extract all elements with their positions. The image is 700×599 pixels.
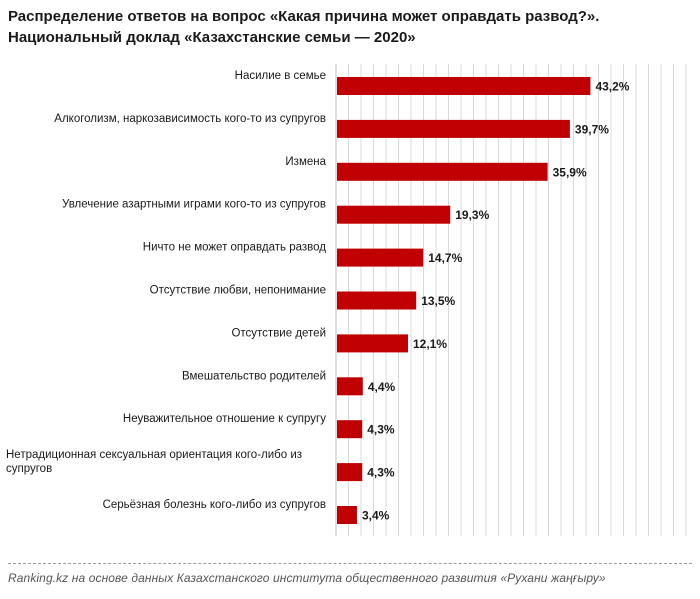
category-label: Насилие в семье [235,70,326,82]
bar [337,77,591,95]
category-label-line: Отсутствие любви, непонимание [150,285,326,297]
bar-value-label: 4,4% [368,380,396,394]
category-label-line: Отсутствие детей [231,327,326,339]
bar [337,506,357,524]
bar [337,334,408,353]
category-label: Отсутствие детей [231,327,326,339]
bar [337,119,570,138]
chart-title-block: Распределение ответов на вопрос «Какая п… [8,6,698,48]
category-label-line: Измена [285,156,326,168]
category-label: Неуважительное отношение к супругу [123,413,326,425]
bar-value-label: 3,4% [362,509,390,523]
category-label-line: Ничто не может оправдать развод [143,242,326,254]
bar-value-label: 19,3% [455,208,489,222]
category-label: Серьёзная болезнь кого-либо из супругов [103,499,326,511]
category-label-line: Нетрадиционная сексуальная ориентация ко… [6,449,302,461]
footer-divider [8,563,692,564]
category-label-line: Неуважительное отношение к супругу [123,413,326,425]
bar-value-label: 39,7% [575,122,609,136]
grid-layer [335,64,687,536]
category-label: Нетрадиционная сексуальная ориентация ко… [6,449,302,475]
bar-value-label: 12,1% [413,337,447,351]
category-label-line: Насилие в семье [235,70,326,82]
category-label-line: Алкоголизм, наркозависимость кого-то из … [54,113,326,125]
category-label: Отсутствие любви, непонимание [150,285,326,297]
category-label: Ничто не может оправдать развод [143,242,326,254]
category-label-line: супругов [6,463,52,475]
bar [337,291,417,310]
bar [337,463,363,482]
bar-layer [337,77,591,524]
chart-title: Распределение ответов на вопрос «Какая п… [8,8,600,25]
bar-chart: 43,2% Насилие в семье 39,7% Алкоголизм, нар… [6,64,687,536]
bar-value-label: 4,3% [367,423,395,437]
chart-subtitle: Национальный доклад «Казахстанские семьи… [8,29,416,46]
category-label: Алкоголизм, наркозависимость кого-то из … [54,113,326,125]
bar-value-label: 4,3% [367,466,395,480]
bar [337,420,363,439]
category-label: Увлечение азартными играми кого-то из су… [62,199,326,211]
label-layer: 43,2% Насилие в семье 39,7% Алкоголизм, нар… [6,70,630,523]
bar-value-label: 14,7% [428,251,462,265]
bar [337,205,451,224]
category-label: Вмешательство родителей [182,370,326,382]
category-label-line: Серьёзная болезнь кого-либо из супругов [103,499,326,511]
bar-value-label: 43,2% [595,80,629,94]
bar-value-label: 35,9% [553,165,587,179]
category-label-line: Увлечение азартными играми кого-то из су… [62,199,326,211]
category-label-line: Вмешательство родителей [182,370,326,382]
bar-value-label: 13,5% [421,294,455,308]
category-label: Измена [285,156,326,168]
bar [337,248,424,267]
bar [337,162,548,181]
source-note: Ranking.kz на основе данных Казахстанско… [8,571,606,585]
bar [337,377,363,396]
